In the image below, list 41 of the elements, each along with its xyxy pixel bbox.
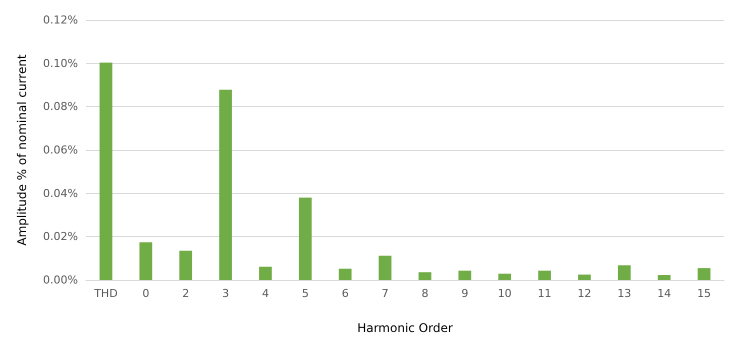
x-tick-label: THD (93, 287, 118, 300)
bar (338, 268, 352, 280)
y-axis-title: Amplitude % of nominal current (15, 54, 29, 246)
bar (658, 275, 671, 280)
x-tick-label: 8 (421, 287, 428, 300)
y-tick-label: 0.08% (43, 100, 78, 114)
bar (418, 272, 432, 280)
x-tick-label: 15 (697, 287, 712, 300)
bar (618, 265, 631, 280)
x-tick-label: 9 (461, 287, 468, 300)
bar (179, 250, 192, 280)
y-tick-label: 0.04% (43, 186, 78, 200)
bar (219, 90, 232, 280)
y-tick-label: 0.12% (43, 14, 78, 26)
x-tick-label: 13 (617, 287, 632, 300)
y-tick-label: 0.10% (43, 56, 78, 70)
x-tick-label: 4 (262, 287, 269, 300)
x-tick-label: 2 (182, 287, 190, 300)
y-tick-label: 0.06% (43, 144, 78, 156)
bar (259, 266, 272, 280)
bar (298, 198, 312, 280)
y-tick-label: 0.00% (43, 274, 78, 286)
bar (378, 256, 392, 280)
bar (698, 268, 710, 280)
bar (458, 270, 472, 280)
x-tick-label: 6 (342, 287, 349, 300)
bar (578, 274, 591, 280)
y-tick-label: 0.02% (43, 230, 78, 244)
x-axis-title: Harmonic Order (357, 321, 453, 335)
x-tick-label: 14 (657, 287, 672, 300)
x-tick-label: 3 (222, 287, 230, 300)
x-tick-label: 7 (382, 287, 389, 300)
x-tick-label: 12 (577, 287, 592, 300)
bar (139, 242, 152, 280)
x-tick-label: 10 (498, 287, 512, 300)
x-tick-label: 11 (538, 287, 552, 300)
bar (538, 270, 551, 280)
bar (100, 62, 112, 280)
x-tick-label: 5 (302, 287, 309, 300)
x-tick-label: 0 (142, 287, 150, 300)
bar (498, 274, 512, 280)
